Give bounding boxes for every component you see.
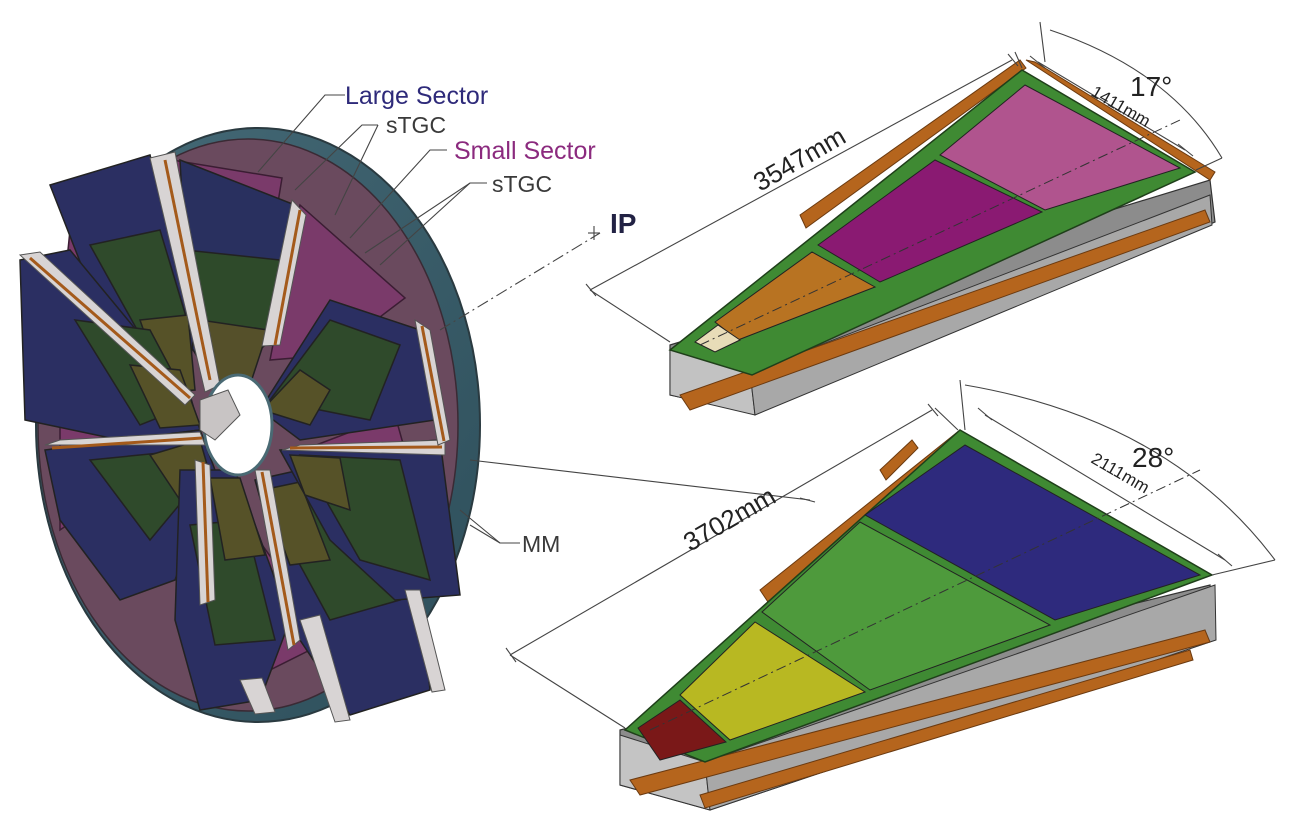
nsw-wheel [18,127,481,723]
wheel-large-sector-left [19,249,202,441]
ip-axis-line [439,232,601,331]
large-sector-dimensions [505,379,1276,729]
small-chamber-beige [694,324,741,353]
wheel-large-sectors [19,154,461,716]
small-sector-model [668,59,1216,416]
wheel-labels: Large Sector sTGC Small Sector sTGC IP M… [345,82,636,557]
wheel-callout-lines [257,94,811,544]
mm-label: MM [522,531,560,557]
wheel-large-sector-bottom-right [254,469,431,716]
wheel-large-sector-right [278,439,461,601]
stgc-lower-label: sTGC [492,171,552,197]
wheel-hub-frame [199,389,241,441]
small-sector-length: 3547mm [748,121,851,198]
large-chamber-green [761,521,1052,691]
stgc-upper-label: sTGC [386,112,446,138]
large-sector-connector [469,459,811,501]
large-chamber-blue [864,444,1202,621]
ip-label: IP [610,208,636,239]
large-sector-length: 3702mm [678,481,781,558]
large-chamber-darkred [637,699,728,761]
small-chamber-magenta [817,159,1044,283]
small-sector-dimensions [585,21,1223,343]
small-sector-angle: 17° [1130,71,1172,102]
large-sector-model [619,429,1217,811]
large-sector-angle: 28° [1132,442,1174,473]
small-sector-label: Small Sector [454,137,596,165]
wheel-copper-edges [29,159,446,646]
large-chamber-yellow [679,621,867,741]
large-sector-label: Large Sector [345,82,488,110]
small-chamber-pink [939,84,1182,211]
